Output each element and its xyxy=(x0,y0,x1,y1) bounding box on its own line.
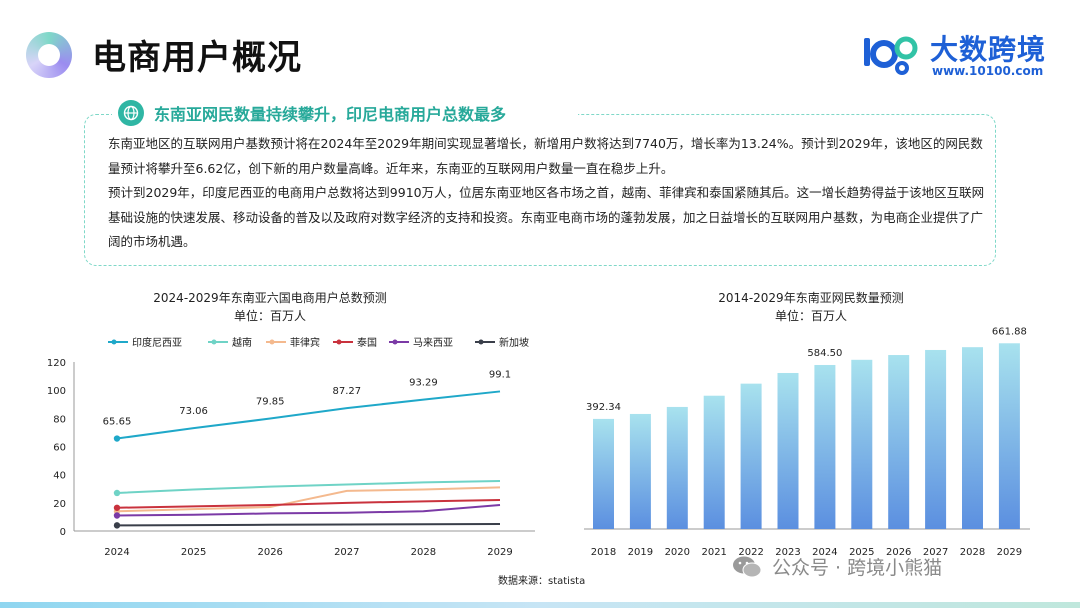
x-tick-label: 2027 xyxy=(923,547,948,558)
watermark-text: 公众号 · 跨境小熊猫 xyxy=(772,557,943,579)
series-line xyxy=(116,503,501,517)
data-label: 73.06 xyxy=(179,406,208,417)
data-label: 392.34 xyxy=(586,402,621,413)
legend-label: 菲律宾 xyxy=(290,336,320,349)
series-line xyxy=(116,390,501,440)
data-source: 数据来源：statista xyxy=(498,576,586,587)
y-tick-label: 60 xyxy=(53,443,66,454)
y-tick-label: 120 xyxy=(47,358,66,369)
bar xyxy=(666,406,688,529)
globe-icon xyxy=(118,100,144,126)
bar xyxy=(703,395,725,529)
series-line xyxy=(116,499,501,509)
series-start-point xyxy=(113,489,121,497)
data-label: 79.85 xyxy=(256,397,285,408)
bar xyxy=(888,355,910,529)
x-tick-label: 2024 xyxy=(104,547,129,558)
legend-marker xyxy=(269,339,275,345)
x-tick-label: 2023 xyxy=(775,547,800,558)
x-tick-label: 2028 xyxy=(411,547,436,558)
data-label: 65.65 xyxy=(103,417,132,428)
legend-label: 新加坡 xyxy=(499,336,529,349)
legend-label: 越南 xyxy=(232,336,252,349)
series-start-point xyxy=(113,504,121,511)
series-line xyxy=(116,522,501,527)
chart-subtitle: 单位：百万人 xyxy=(234,308,306,323)
y-tick-label: 20 xyxy=(53,499,66,510)
x-tick-label: 2025 xyxy=(181,547,206,558)
chart-title: 2024-2029年东南亚六国电商用户总数预测 xyxy=(153,290,386,305)
x-tick-label: 2019 xyxy=(628,547,653,558)
x-tick-label: 2027 xyxy=(334,547,359,558)
data-label: 584.50 xyxy=(807,348,842,359)
info-header: 东南亚网民数量持续攀升，印尼电商用户总数最多 xyxy=(112,98,578,128)
brand-logo: 大数跨境 www.10100.com xyxy=(862,28,1052,84)
title-decoration-icon xyxy=(26,32,72,78)
legend-marker xyxy=(111,339,117,345)
brand-url: www.10100.com xyxy=(932,64,1044,78)
bar xyxy=(740,383,762,529)
bar xyxy=(629,413,651,529)
y-tick-label: 0 xyxy=(60,527,66,538)
chart-subtitle: 单位：百万人 xyxy=(775,308,847,323)
brand-name: 大数跨境 xyxy=(930,33,1047,66)
legend-marker xyxy=(392,339,398,345)
chart-title: 2014-2029年东南亚网民数量预测 xyxy=(718,290,903,305)
x-tick-label: 2028 xyxy=(960,547,985,558)
x-tick-label: 2024 xyxy=(812,547,837,558)
legend-marker xyxy=(211,339,217,345)
watermark: 公众号 · 跨境小熊猫 xyxy=(732,553,942,580)
bar xyxy=(925,349,947,529)
data-label: 99.1 xyxy=(489,369,511,380)
bar xyxy=(962,347,983,529)
x-tick-label: 2022 xyxy=(738,547,763,558)
series-start-point xyxy=(113,435,121,442)
legend-marker xyxy=(336,339,342,345)
x-tick-label: 2026 xyxy=(886,547,911,558)
series-line xyxy=(116,486,501,513)
info-heading: 东南亚网民数量持续攀升，印尼电商用户总数最多 xyxy=(154,105,507,124)
x-tick-label: 2021 xyxy=(701,547,726,558)
series-start-point xyxy=(113,512,121,519)
x-tick-label: 2018 xyxy=(591,547,616,558)
data-label: 93.29 xyxy=(409,378,438,389)
legend-marker xyxy=(478,339,484,345)
series-start-point xyxy=(113,522,121,529)
bar xyxy=(998,343,1020,529)
page-title: 电商用户概况 xyxy=(92,38,302,78)
info-paragraph-2: 预计到2029年，印度尼西亚的电商用户总数将达到9910万人，位居东南亚地区各市… xyxy=(108,185,985,249)
bar xyxy=(593,418,614,529)
legend-label: 印度尼西亚 xyxy=(132,336,182,349)
data-label: 87.27 xyxy=(332,386,361,397)
legend-label: 马来西亚 xyxy=(413,337,453,349)
x-tick-label: 2026 xyxy=(257,547,282,558)
brand-10100-icon xyxy=(864,36,918,75)
series-line xyxy=(116,480,501,494)
x-tick-label: 2020 xyxy=(665,547,690,558)
x-tick-label: 2029 xyxy=(997,547,1022,558)
y-tick-label: 100 xyxy=(47,386,66,397)
info-body: 东南亚地区的互联网用户基数预计将在2024年至2029年期间实现显著增长，新增用… xyxy=(108,132,988,255)
bar xyxy=(777,372,799,529)
x-tick-label: 2029 xyxy=(487,547,512,558)
bar xyxy=(851,359,873,529)
y-tick-label: 80 xyxy=(53,414,66,425)
bar xyxy=(814,364,836,529)
info-paragraph-1: 东南亚地区的互联网用户基数预计将在2024年至2029年期间实现显著增长，新增用… xyxy=(108,136,983,176)
y-tick-label: 40 xyxy=(53,471,66,482)
footer-bar xyxy=(0,602,1080,608)
data-label: 661.88 xyxy=(992,326,1027,337)
wechat-icon xyxy=(733,556,762,577)
x-tick-label: 2025 xyxy=(849,547,874,558)
legend-label: 泰国 xyxy=(357,336,377,349)
